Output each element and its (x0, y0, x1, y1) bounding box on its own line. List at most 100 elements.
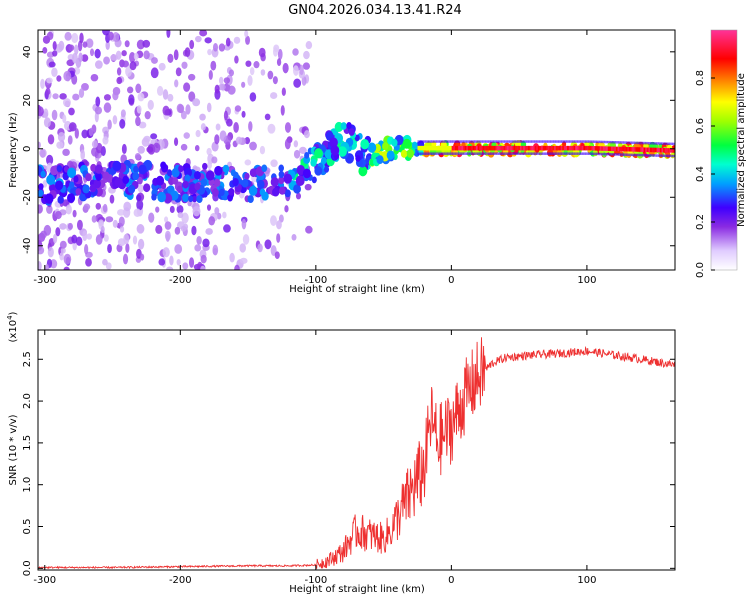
spectrogram-cell (206, 102, 212, 113)
spectrogram-cell (116, 67, 122, 76)
spectrogram-cell (124, 40, 130, 48)
spectrogram-cell (671, 148, 674, 153)
spectrogram-cell (213, 178, 221, 187)
spectrogram-cell (138, 164, 147, 175)
spectrogram-cell (477, 152, 481, 155)
spectrogram-cell (245, 35, 251, 45)
spectrogram-cell (125, 66, 132, 77)
spectrogram-cell (207, 48, 212, 56)
spectrogram-cell (557, 145, 560, 151)
spectrogram-cell (46, 205, 53, 214)
spectrogram-cell (272, 76, 278, 85)
x-tick-label: 100 (577, 575, 596, 586)
spectrogram-cell (56, 141, 64, 149)
colorbar-label: Normalized spectral amplitude (736, 73, 747, 227)
spectrogram-cell (257, 179, 265, 190)
spectrogram-cell (175, 67, 182, 77)
spectrogram-cell (502, 145, 505, 151)
spectrogram-cell (38, 246, 45, 255)
spectrogram-cell (85, 38, 94, 48)
spectrogram-cell (666, 148, 669, 153)
spectrogram-cell (656, 147, 659, 153)
spectrogram-cell (555, 145, 558, 151)
spectrogram-cell (40, 170, 46, 178)
spectrogram-cell (182, 262, 189, 270)
spectrogram-cell (571, 152, 575, 155)
spectrogram-cell (278, 214, 284, 223)
y-tick-label: 1.0 (22, 477, 33, 493)
spectrogram-cell (450, 145, 453, 151)
spectrogram-cell (133, 165, 139, 173)
spectrogram-cell (82, 184, 90, 194)
spectrogram-cell (501, 140, 505, 143)
spectrogram-cell (477, 145, 480, 151)
spectrogram-cell (103, 56, 110, 65)
y-tick-label: 20 (22, 94, 33, 107)
colorbar-tick-label: 0.2 (695, 214, 706, 230)
spectrogram-cell (550, 152, 554, 155)
spectrogram-cell (69, 181, 75, 189)
spectrogram-cell (233, 171, 239, 179)
spectrogram-cell (72, 52, 78, 64)
spectrogram-cell (472, 145, 475, 151)
spectrogram-cell (196, 195, 203, 204)
spectrogram-cell (293, 184, 301, 194)
spectrogram-cell (555, 152, 559, 155)
spectrogram-cell (422, 152, 426, 155)
spectrogram-cell (102, 258, 108, 266)
spectrogram-cell (430, 145, 433, 151)
spectrogram-cell (284, 189, 291, 198)
spectrogram-cell (552, 145, 555, 151)
spectrogram-cell (589, 145, 593, 151)
spectrogram-cell (264, 239, 272, 250)
spectrogram-cell (455, 152, 459, 155)
spectrogram-cell (100, 225, 105, 234)
spectrogram-cell (323, 166, 330, 173)
spectrogram-cell (539, 140, 543, 143)
spectrogram-cell (143, 135, 151, 143)
spectrogram-cell (314, 148, 323, 159)
spectrogram-cell (260, 69, 266, 76)
spectrogram-cell (241, 218, 247, 230)
spectrogram-cell (215, 123, 221, 131)
spectrogram-cell (639, 141, 643, 145)
spectrogram-cell (360, 139, 370, 150)
snr-scale-base: (x10 (8, 320, 19, 343)
spectrogram-cell (624, 146, 627, 152)
spectrogram-cell (40, 78, 45, 90)
spectrogram-cell (656, 142, 660, 145)
spectrogram-cell (539, 152, 543, 155)
spectrogram-cell (569, 140, 573, 143)
spectrogram-cell (270, 215, 277, 226)
spectrogram-cell (661, 142, 665, 145)
spectrogram-cell (420, 145, 423, 151)
spectrogram-cell (278, 186, 286, 195)
spectrogram-cell (661, 154, 665, 157)
spectrogram-cell (226, 118, 233, 127)
spectrogram-cell (672, 142, 675, 146)
spectrogram-cell (67, 222, 73, 230)
spectrogram-cell (205, 170, 215, 181)
spectrogram-cell (169, 255, 174, 266)
spectrogram-cell (635, 147, 638, 152)
spectrogram-cell (447, 140, 451, 143)
spectrogram-cell (257, 243, 263, 253)
spectrogram-cell (570, 145, 573, 151)
spectrogram-cell (245, 60, 252, 67)
spectrogram-cell (52, 50, 58, 57)
spectrogram-cell (188, 195, 194, 203)
spectrogram-cell (391, 138, 398, 147)
spectrogram-cell (176, 258, 181, 266)
spectrogram-cell (281, 87, 286, 97)
spectrogram-cell (382, 142, 389, 151)
spectrogram-cell (553, 152, 557, 155)
spectrogram-cell (585, 152, 589, 155)
spectrogram-cell (62, 114, 67, 124)
spectrogram-cell (182, 180, 189, 189)
spectrogram-cell (76, 219, 83, 231)
spectrogram-cell (218, 76, 224, 85)
spectrogram-cell (633, 147, 636, 152)
y-tick-label: 1.5 (22, 435, 33, 451)
spectrogram-cell (454, 145, 458, 151)
spectrogram-cell (620, 153, 624, 156)
